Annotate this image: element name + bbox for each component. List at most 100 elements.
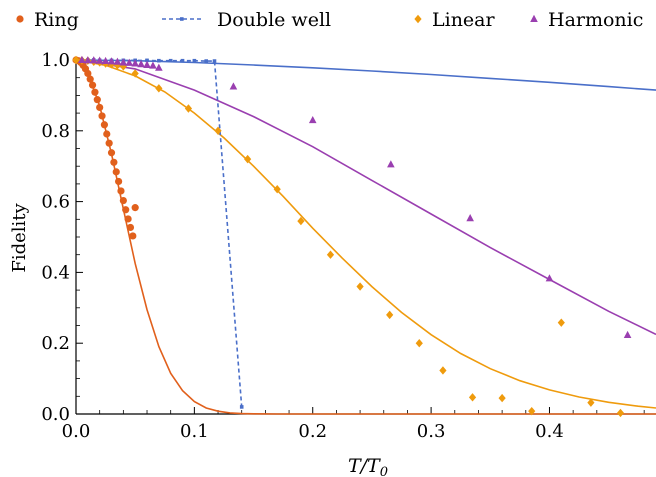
harmonic-data-point bbox=[308, 115, 317, 124]
ring-data-point bbox=[91, 88, 99, 96]
ring-data-point bbox=[126, 223, 135, 232]
ring-data-point bbox=[131, 204, 139, 212]
ring-data-point bbox=[96, 103, 104, 112]
axes: 0.0 0.1 0.2 0.3 0.4 0.0 0.2 0.4 0.6 0.8 1.0 bbox=[41, 50, 656, 442]
ring-data-point bbox=[112, 168, 120, 176]
x-axis-label: T/T0 bbox=[348, 455, 388, 477]
ring-data-point bbox=[86, 75, 94, 83]
ring-fit-curve bbox=[75, 59, 656, 415]
x-tick-label: 0.0 bbox=[62, 421, 91, 442]
ring-data-point bbox=[88, 81, 97, 89]
double-well-data-point bbox=[212, 59, 217, 63]
harmonic-data-point bbox=[149, 61, 157, 69]
y-tick-label: 0.4 bbox=[41, 262, 70, 283]
double-well-data-point bbox=[239, 405, 244, 409]
linear-data-point bbox=[386, 310, 394, 320]
harmonic-data-point bbox=[78, 55, 86, 63]
harmonic-data-point bbox=[387, 160, 395, 168]
x-tick-label: 0.4 bbox=[535, 421, 564, 442]
double-well-data-point bbox=[192, 58, 197, 63]
y-tick-label: 0.2 bbox=[41, 333, 70, 354]
linear-data-point bbox=[498, 393, 506, 403]
x-tick-label: 0.1 bbox=[180, 421, 209, 442]
legend-double-well-marker bbox=[180, 17, 184, 21]
y-axis-label: Fidelity bbox=[9, 203, 30, 273]
linear-data-point bbox=[119, 62, 127, 71]
ring-data-point bbox=[129, 232, 137, 240]
legend-ring-symbol bbox=[16, 15, 24, 23]
harmonic-data-point bbox=[101, 56, 110, 65]
legend-ring-label: Ring bbox=[34, 9, 79, 31]
ring-data-point bbox=[98, 112, 106, 120]
legend-harmonic-symbol bbox=[530, 14, 538, 22]
linear-data-point bbox=[439, 366, 447, 375]
ring-data-point bbox=[100, 121, 109, 129]
harmonic-data-point bbox=[155, 63, 163, 71]
y-tick-label: 0.6 bbox=[41, 192, 70, 213]
y-tick-label: 1.0 bbox=[41, 50, 70, 71]
linear-data-point bbox=[356, 282, 364, 291]
ring-data-point bbox=[119, 196, 127, 205]
double-well-data-point bbox=[168, 58, 173, 63]
harmonic-data-point bbox=[131, 59, 139, 67]
harmonic-data-point bbox=[84, 56, 92, 64]
legend-double-well-label: Double well bbox=[217, 9, 331, 31]
ring-data-point bbox=[110, 158, 118, 166]
ring-data-point bbox=[115, 177, 123, 186]
harmonic-data-point bbox=[107, 57, 116, 65]
harmonic-data-point bbox=[466, 214, 474, 222]
ring-data-point bbox=[84, 69, 92, 78]
linear-data-point bbox=[184, 104, 193, 113]
ring-data-point bbox=[117, 187, 125, 195]
data-markers bbox=[72, 55, 632, 418]
double-well-data-point bbox=[157, 58, 161, 63]
linear-data-point bbox=[415, 339, 423, 348]
ring-data-point bbox=[93, 96, 101, 104]
double-well-data-point bbox=[180, 58, 185, 63]
harmonic-data-point bbox=[623, 330, 632, 339]
harmonic-fit-curve bbox=[75, 59, 656, 336]
harmonic-data-point bbox=[137, 60, 145, 68]
y-tick-label: 0.8 bbox=[41, 121, 70, 142]
harmonic-data-point bbox=[545, 274, 554, 282]
linear-data-point bbox=[273, 185, 281, 194]
linear-data-point bbox=[528, 406, 536, 416]
fit-curves bbox=[75, 59, 656, 415]
harmonic-data-point bbox=[125, 58, 134, 66]
linear-fit-curve bbox=[75, 59, 656, 409]
double-well-data-point bbox=[145, 58, 149, 63]
x-tick-label: 0.2 bbox=[298, 421, 327, 442]
linear-data-point bbox=[113, 61, 122, 70]
y-tick-label: 0.0 bbox=[41, 404, 70, 425]
ring-data-point bbox=[122, 206, 130, 214]
ring-data-point bbox=[103, 130, 111, 138]
harmonic-data-point bbox=[95, 56, 104, 64]
harmonic-data-point bbox=[89, 56, 98, 64]
double-well-data-point bbox=[204, 59, 209, 63]
ring-data-point bbox=[105, 139, 113, 147]
legend: Ring Double well Linear Harmonic bbox=[16, 9, 643, 31]
linear-data-point bbox=[587, 398, 595, 407]
linear-data-point bbox=[326, 250, 335, 259]
legend-harmonic-label: Harmonic bbox=[548, 9, 643, 31]
linear-data-point bbox=[244, 154, 252, 164]
legend-linear-symbol bbox=[414, 14, 422, 24]
harmonic-data-point bbox=[119, 58, 128, 66]
linear-data-point bbox=[616, 408, 625, 418]
linear-data-point bbox=[131, 69, 139, 78]
linear-data-point bbox=[557, 318, 565, 327]
ring-data-point bbox=[107, 149, 116, 157]
harmonic-data-point bbox=[229, 82, 238, 90]
linear-data-point bbox=[214, 126, 222, 135]
x-tick-label: 0.3 bbox=[417, 421, 446, 442]
legend-linear-label: Linear bbox=[432, 9, 496, 31]
ring-data-point bbox=[124, 215, 132, 223]
harmonic-data-point bbox=[113, 57, 122, 65]
linear-data-point bbox=[72, 55, 80, 65]
double-well-fit-curve bbox=[75, 59, 656, 91]
x-axis-label-subscript: 0 bbox=[380, 465, 388, 477]
harmonic-data-point bbox=[143, 60, 151, 68]
linear-data-point bbox=[468, 393, 477, 402]
linear-data-point bbox=[297, 216, 305, 226]
